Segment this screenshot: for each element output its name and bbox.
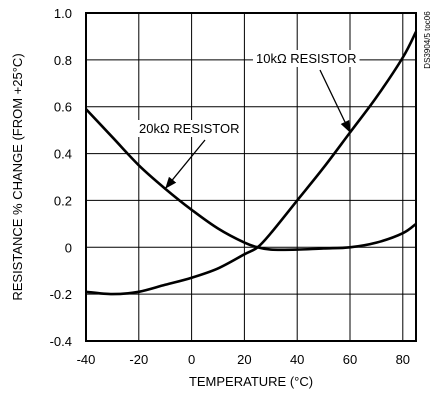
y-tick-label: 0 <box>65 240 72 255</box>
annotations: 10kΩ RESISTOR 20kΩ RESISTOR <box>136 50 360 190</box>
series-group <box>85 31 418 296</box>
annotation-background <box>253 50 360 67</box>
y-axis-title: RESISTANCE % CHANGE (FROM +25°C) <box>10 53 25 300</box>
x-tick-label: 0 <box>188 352 195 367</box>
tick-labels: -40 -20 0 20 40 60 80 -0.4 -0.2 0 0.2 0.4 0.6 0.8 1.0 <box>50 6 410 367</box>
y-tick-label: 0.4 <box>54 147 72 162</box>
x-tick-label: 60 <box>343 352 357 367</box>
series-line-20k <box>85 108 417 252</box>
y-tick-label: 0.6 <box>54 100 72 115</box>
x-tick-label: 20 <box>237 352 251 367</box>
x-tick-label: -40 <box>77 352 96 367</box>
annotation-background <box>136 120 243 137</box>
x-tick-label: -20 <box>129 352 148 367</box>
y-tick-label: 0.2 <box>54 193 72 208</box>
annotation-label-20k: 20kΩ RESISTOR <box>139 121 240 136</box>
x-tick-label: 80 <box>396 352 410 367</box>
x-axis-title: TEMPERATURE (°C) <box>189 374 313 389</box>
y-tick-label: 1.0 <box>54 6 72 21</box>
y-tick-label: -0.2 <box>50 287 72 302</box>
y-tick-label: 0.8 <box>54 53 72 68</box>
annotation-label-10k: 10kΩ RESISTOR <box>256 51 357 66</box>
document-id-label: DS3904/5 toc06 <box>423 11 432 69</box>
annotation-arrow-20k <box>164 139 206 190</box>
plot-frame <box>85 12 417 342</box>
annotation-arrow-10k <box>319 69 351 133</box>
y-tick-label: -0.4 <box>50 334 72 349</box>
grid <box>86 13 416 341</box>
x-tick-label: 40 <box>290 352 304 367</box>
